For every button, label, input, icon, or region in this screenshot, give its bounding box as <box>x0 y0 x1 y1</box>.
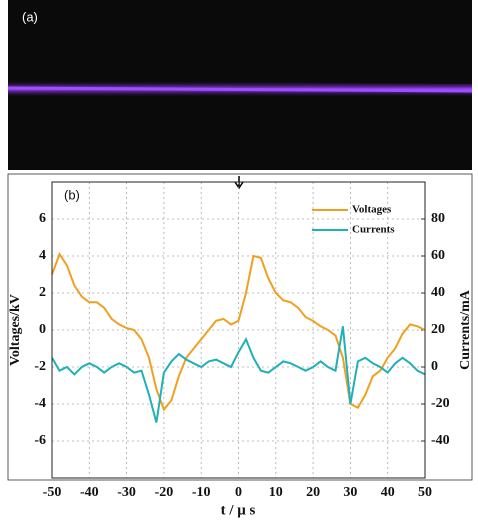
y-tick-label: 0 <box>39 322 46 337</box>
plot-frame <box>51 181 426 479</box>
x-tick-label: -30 <box>117 485 136 500</box>
x-tick-label: 10 <box>269 485 283 500</box>
panel-frame <box>7 173 473 481</box>
x-tick-label: 50 <box>418 485 432 500</box>
panel-label: (a) <box>22 9 38 24</box>
y2-tick-label: 0 <box>431 359 438 374</box>
y-tick-label: 2 <box>39 285 46 300</box>
data-line <box>51 252 426 412</box>
y2-tick-label: 20 <box>431 322 445 337</box>
y2-tick-label: 80 <box>431 211 445 226</box>
legend-label: Currents <box>352 224 395 236</box>
x-tick-label: -40 <box>80 485 99 500</box>
x-tick-label: 20 <box>306 485 320 500</box>
marker-arrow <box>234 176 244 190</box>
y2-tick-label: -40 <box>431 433 450 448</box>
data-line <box>51 326 426 423</box>
y-axis-label: Voltages/kV <box>8 294 23 366</box>
y-tick-label: 4 <box>39 248 46 263</box>
x-tick-label: -10 <box>192 485 211 500</box>
y2-tick-label: 60 <box>431 248 445 263</box>
x-tick-label: -50 <box>43 485 62 500</box>
x-tick-label: -20 <box>155 485 174 500</box>
x-tick-label: 0 <box>235 485 242 500</box>
y2-axis-label: Currents/mA <box>458 289 473 370</box>
y-tick-label: -6 <box>34 433 46 448</box>
panel-label: (b) <box>64 187 80 202</box>
x-tick-label: 40 <box>381 485 395 500</box>
y-tick-label: -2 <box>34 359 46 374</box>
y2-tick-label: -20 <box>431 396 450 411</box>
plasma-core <box>7 86 473 93</box>
legend-label: Voltages <box>352 204 392 216</box>
y-tick-label: -4 <box>34 396 46 411</box>
y2-tick-label: 40 <box>431 285 445 300</box>
y-tick-label: 6 <box>39 211 46 226</box>
x-axis-label: t / μ s <box>221 502 256 518</box>
x-tick-label: 30 <box>343 485 357 500</box>
